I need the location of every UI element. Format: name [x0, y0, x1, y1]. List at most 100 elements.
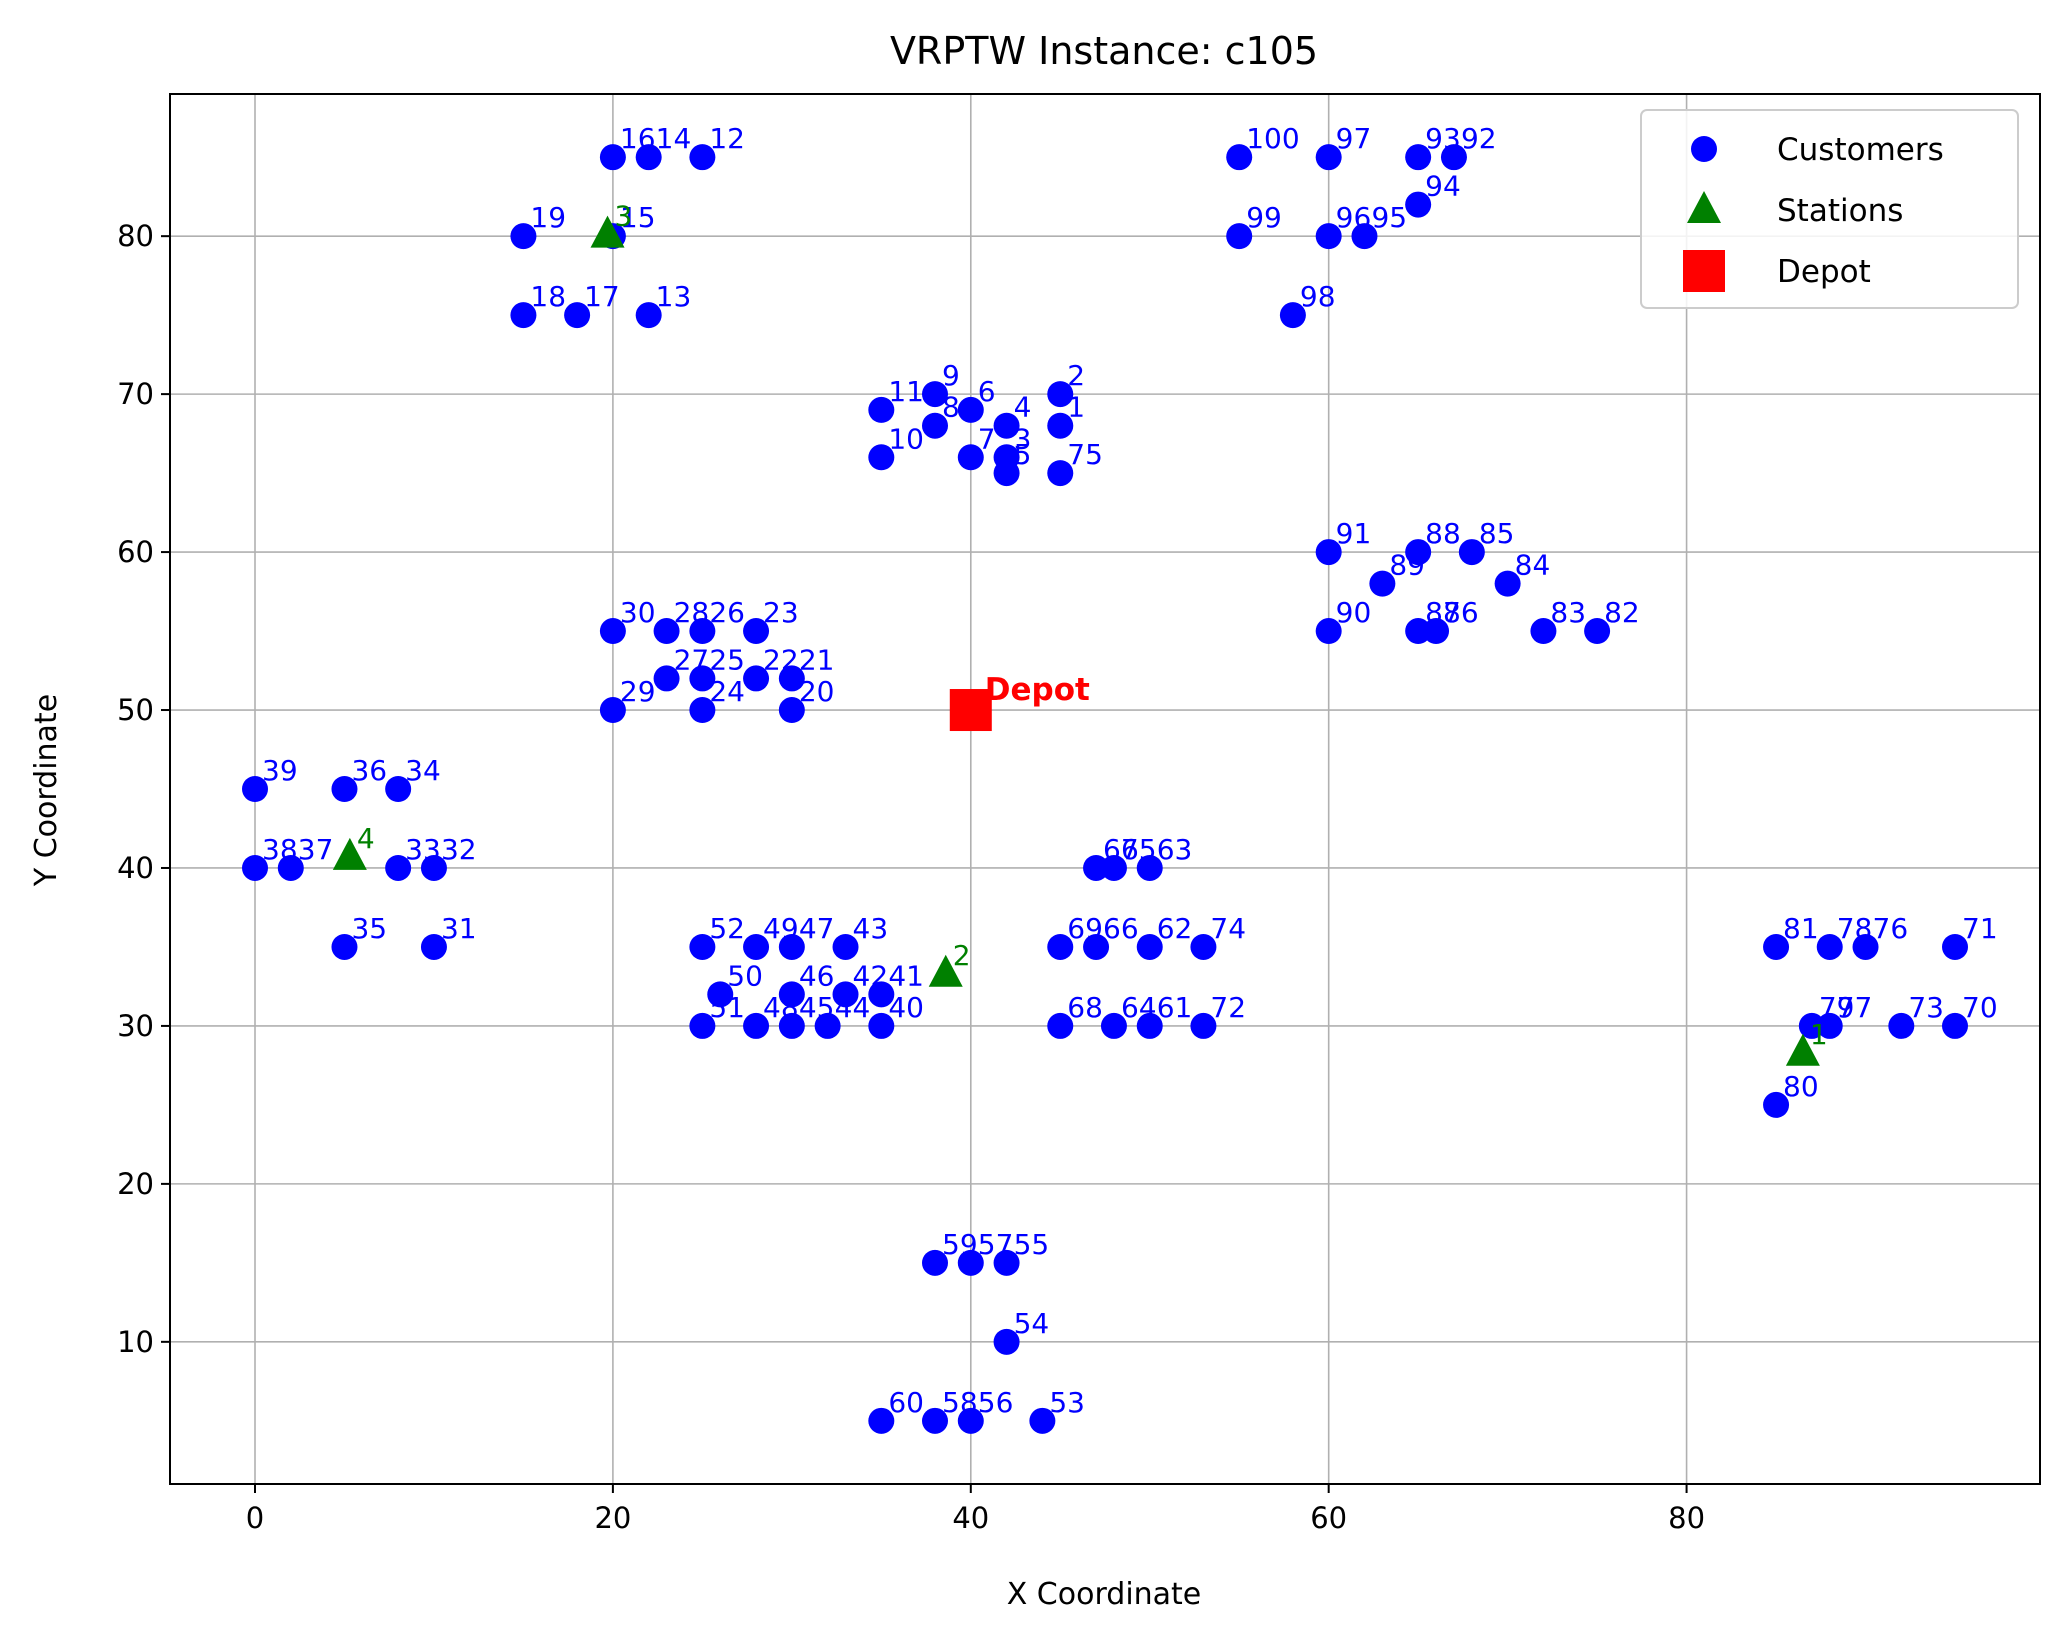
- customer-label: 66: [1103, 912, 1139, 945]
- station-point: [1785, 1033, 1820, 1066]
- customer-point: [868, 444, 895, 471]
- customer-label: 99: [1246, 201, 1282, 234]
- customer-point: [993, 412, 1020, 439]
- customer-label: 24: [709, 675, 745, 708]
- customer-point: [1083, 933, 1110, 960]
- customer-label: 89: [1389, 549, 1425, 582]
- customer-label: 64: [1121, 991, 1157, 1024]
- customer-point: [1423, 618, 1450, 645]
- customer-point: [689, 1012, 716, 1039]
- customer-label: 9: [942, 359, 960, 392]
- legend-marker-stations: [1687, 191, 1721, 223]
- customer-label: 63: [1157, 833, 1193, 866]
- depot-label: Depot: [985, 672, 1090, 708]
- customer-point: [1405, 191, 1432, 218]
- customer-point: [635, 302, 662, 329]
- station-point: [332, 837, 367, 870]
- customer-point: [1315, 539, 1342, 566]
- customer-label: 59: [942, 1228, 978, 1261]
- customer-point: [868, 981, 895, 1008]
- customer-point: [1047, 933, 1074, 960]
- customer-label: 40: [888, 991, 924, 1024]
- x-tick-label: 20: [594, 1501, 631, 1535]
- customer-point: [689, 697, 716, 724]
- customer-point: [868, 1012, 895, 1039]
- station-label: 2: [953, 939, 971, 972]
- customer-label: 55: [1014, 1228, 1050, 1261]
- customer-point: [778, 665, 805, 692]
- customer-point: [778, 697, 805, 724]
- customer-label: 95: [1371, 201, 1407, 234]
- customer-point: [1405, 539, 1432, 566]
- customer-label: 98: [1300, 280, 1336, 313]
- customer-label: 43: [853, 912, 889, 945]
- customer-point: [385, 776, 412, 802]
- y-tick-label: 70: [117, 377, 154, 411]
- customer-label: 14: [656, 122, 692, 155]
- customer-point: [743, 933, 770, 960]
- customer-point: [331, 933, 358, 960]
- customer-point: [564, 302, 591, 329]
- customer-point: [814, 1012, 841, 1039]
- customer-point: [993, 1328, 1020, 1355]
- customer-point: [778, 933, 805, 960]
- customer-point: [922, 412, 948, 439]
- grid: [170, 94, 2040, 1484]
- customer-point: [1226, 144, 1253, 171]
- customer-label: 37: [298, 833, 334, 866]
- customer-point: [1047, 460, 1074, 487]
- customer-label: 28: [674, 596, 710, 629]
- x-tick-label: 80: [1668, 1501, 1705, 1535]
- customer-point: [1816, 1012, 1843, 1039]
- customer-label: 91: [1336, 517, 1372, 550]
- customer-label: 7: [978, 422, 996, 455]
- station-label: 4: [357, 822, 375, 855]
- y-tick-label: 50: [117, 693, 154, 727]
- y-tick-label: 30: [117, 1009, 154, 1043]
- customer-label: 38: [262, 833, 298, 866]
- customer-label: 4: [1014, 391, 1032, 424]
- customer-label: 78: [1837, 912, 1873, 945]
- customer-label: 15: [620, 201, 656, 234]
- customer-label: 34: [405, 754, 441, 787]
- customer-point: [1405, 144, 1432, 171]
- customer-point: [1136, 1012, 1163, 1039]
- customer-label: 25: [709, 643, 745, 676]
- customer-label: 96: [1336, 201, 1372, 234]
- customer-point: [510, 302, 537, 329]
- customer-label: 47: [799, 912, 835, 945]
- data-points: [242, 144, 1968, 1434]
- customer-label: 79: [1819, 991, 1855, 1024]
- x-axis-title: X Coordinate: [1007, 1577, 1202, 1612]
- customer-label: 60: [888, 1386, 924, 1419]
- customer-label: 57: [978, 1228, 1014, 1261]
- customer-point: [957, 1407, 984, 1434]
- customer-label: 83: [1550, 596, 1586, 629]
- legend-box: [1640, 109, 2019, 309]
- point-labels: 1234567891011121314151617181920212223242…: [262, 122, 1998, 1419]
- customer-label: 68: [1067, 991, 1103, 1024]
- customer-point: [599, 697, 626, 724]
- customer-point: [1315, 144, 1342, 171]
- customer-label: 17: [584, 280, 620, 313]
- customer-label: 45: [799, 991, 835, 1024]
- customer-point: [1763, 1091, 1790, 1118]
- customer-point: [1047, 381, 1074, 408]
- station-point: [590, 215, 625, 248]
- customer-label: 35: [351, 912, 387, 945]
- x-tick-label: 0: [246, 1501, 264, 1535]
- customer-point: [1315, 618, 1342, 645]
- customer-label: 12: [709, 122, 745, 155]
- customer-point: [1816, 933, 1843, 960]
- customer-label: 80: [1783, 1070, 1819, 1103]
- customer-point: [689, 933, 716, 960]
- customer-label: 32: [441, 833, 477, 866]
- customer-point: [1029, 1407, 1056, 1434]
- customer-label: 36: [351, 754, 387, 787]
- customer-label: 27: [674, 643, 710, 676]
- customer-point: [1888, 1012, 1915, 1039]
- customer-point: [1315, 223, 1342, 250]
- customer-point: [957, 1249, 984, 1276]
- customer-point: [1100, 1012, 1127, 1039]
- legend-marker-depot: [1683, 250, 1725, 292]
